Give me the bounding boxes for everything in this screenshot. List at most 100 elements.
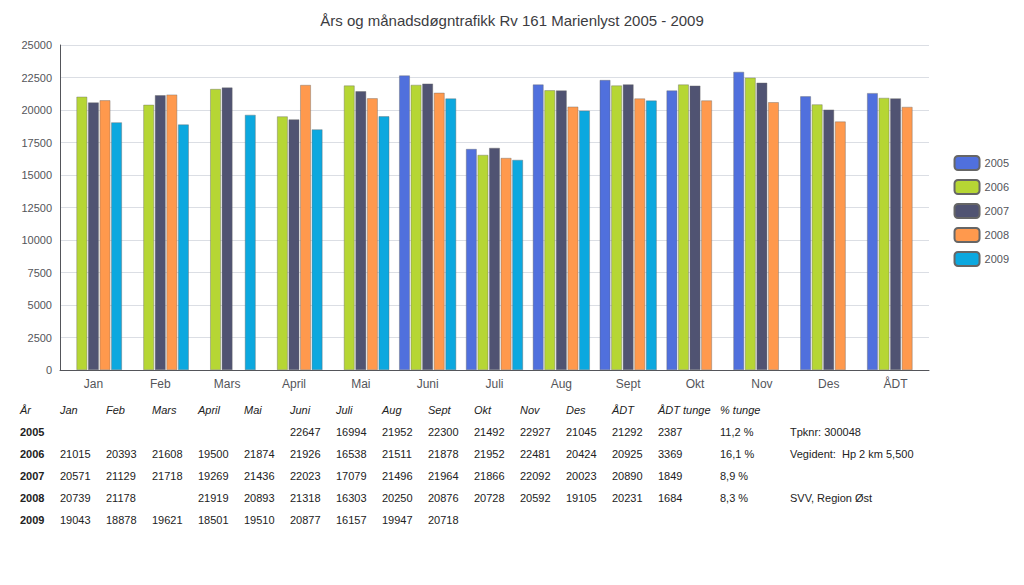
svg-text:21015: 21015 bbox=[60, 448, 91, 460]
svg-text:19105: 19105 bbox=[566, 492, 597, 504]
svg-text:22927: 22927 bbox=[520, 426, 551, 438]
svg-text:2009: 2009 bbox=[20, 514, 44, 526]
svg-text:19269: 19269 bbox=[198, 470, 229, 482]
svg-text:21964: 21964 bbox=[428, 470, 459, 482]
svg-text:Juli: Juli bbox=[335, 404, 353, 416]
svg-text:19621: 19621 bbox=[152, 514, 183, 526]
svg-text:20023: 20023 bbox=[566, 470, 597, 482]
svg-text:2007: 2007 bbox=[985, 205, 1009, 217]
svg-text:17500: 17500 bbox=[21, 137, 52, 149]
svg-text:2006: 2006 bbox=[20, 448, 44, 460]
svg-text:Feb: Feb bbox=[106, 404, 125, 416]
svg-text:20571: 20571 bbox=[60, 470, 91, 482]
svg-text:20592: 20592 bbox=[520, 492, 551, 504]
svg-text:21608: 21608 bbox=[152, 448, 183, 460]
svg-text:Mai: Mai bbox=[244, 404, 262, 416]
svg-text:16538: 16538 bbox=[336, 448, 367, 460]
svg-text:21045: 21045 bbox=[566, 426, 597, 438]
svg-text:5000: 5000 bbox=[28, 299, 52, 311]
svg-text:21878: 21878 bbox=[428, 448, 459, 460]
svg-text:19043: 19043 bbox=[60, 514, 91, 526]
svg-text:Sept: Sept bbox=[616, 377, 641, 391]
svg-text:16157: 16157 bbox=[336, 514, 367, 526]
svg-text:April: April bbox=[197, 404, 221, 416]
svg-text:21718: 21718 bbox=[152, 470, 183, 482]
svg-text:21129: 21129 bbox=[106, 470, 136, 482]
svg-text:Mai: Mai bbox=[351, 377, 370, 391]
svg-text:21492: 21492 bbox=[474, 426, 505, 438]
svg-text:Jan: Jan bbox=[84, 377, 103, 391]
svg-text:10000: 10000 bbox=[21, 234, 52, 246]
svg-text:19510: 19510 bbox=[244, 514, 275, 526]
svg-text:21292: 21292 bbox=[612, 426, 643, 438]
svg-text:21511: 21511 bbox=[382, 448, 412, 460]
svg-text:18501: 18501 bbox=[198, 514, 229, 526]
svg-text:7500: 7500 bbox=[28, 267, 52, 279]
svg-text:21952: 21952 bbox=[382, 426, 413, 438]
svg-text:16303: 16303 bbox=[336, 492, 367, 504]
svg-text:Des: Des bbox=[566, 404, 586, 416]
svg-text:25000: 25000 bbox=[21, 39, 52, 51]
svg-text:Mars: Mars bbox=[214, 377, 241, 391]
svg-text:1684: 1684 bbox=[658, 492, 682, 504]
svg-text:21178: 21178 bbox=[106, 492, 136, 504]
svg-text:17079: 17079 bbox=[336, 470, 367, 482]
svg-text:2007: 2007 bbox=[20, 470, 44, 482]
svg-text:2500: 2500 bbox=[28, 332, 52, 344]
svg-text:% tunge: % tunge bbox=[720, 404, 760, 416]
svg-text:8,9 %: 8,9 % bbox=[720, 470, 748, 482]
svg-text:1849: 1849 bbox=[658, 470, 682, 482]
svg-text:21919: 21919 bbox=[198, 492, 229, 504]
svg-text:12500: 12500 bbox=[21, 202, 52, 214]
svg-text:22300: 22300 bbox=[428, 426, 459, 438]
svg-text:2005: 2005 bbox=[985, 157, 1009, 169]
svg-text:20424: 20424 bbox=[566, 448, 597, 460]
svg-text:21874: 21874 bbox=[244, 448, 275, 460]
svg-text:20728: 20728 bbox=[474, 492, 505, 504]
svg-text:April: April bbox=[282, 377, 306, 391]
svg-text:Års og månadsdøgntrafikk Rv 16: Års og månadsdøgntrafikk Rv 161 Marienly… bbox=[320, 12, 704, 29]
svg-text:19500: 19500 bbox=[198, 448, 229, 460]
svg-text:20393: 20393 bbox=[106, 448, 137, 460]
svg-text:Sept: Sept bbox=[428, 404, 452, 416]
svg-text:19947: 19947 bbox=[382, 514, 413, 526]
svg-text:Okt: Okt bbox=[686, 377, 705, 391]
svg-text:0: 0 bbox=[46, 364, 52, 376]
svg-text:ÅDT: ÅDT bbox=[884, 376, 909, 391]
svg-text:20877: 20877 bbox=[290, 514, 321, 526]
svg-text:20890: 20890 bbox=[612, 470, 643, 482]
svg-text:Feb: Feb bbox=[150, 377, 171, 391]
svg-text:21866: 21866 bbox=[474, 470, 505, 482]
svg-text:2387: 2387 bbox=[658, 426, 682, 438]
svg-text:2008: 2008 bbox=[985, 229, 1009, 241]
svg-text:Des: Des bbox=[818, 377, 839, 391]
svg-text:Tpknr: 300048: Tpknr: 300048 bbox=[790, 426, 861, 438]
svg-text:20876: 20876 bbox=[428, 492, 459, 504]
svg-text:11,2 %: 11,2 % bbox=[720, 426, 754, 438]
svg-text:20250: 20250 bbox=[382, 492, 413, 504]
svg-text:Aug: Aug bbox=[551, 377, 572, 391]
svg-text:22500: 22500 bbox=[21, 72, 52, 84]
svg-text:ÅDT tunge: ÅDT tunge bbox=[657, 404, 711, 416]
svg-text:20231: 20231 bbox=[612, 492, 643, 504]
svg-text:22481: 22481 bbox=[520, 448, 551, 460]
svg-text:Juni: Juni bbox=[289, 404, 311, 416]
svg-text:22023: 22023 bbox=[290, 470, 321, 482]
svg-text:21952: 21952 bbox=[474, 448, 505, 460]
svg-text:2006: 2006 bbox=[985, 181, 1009, 193]
svg-text:Juni: Juni bbox=[417, 377, 439, 391]
svg-text:Mars: Mars bbox=[152, 404, 177, 416]
svg-text:8,3 %: 8,3 % bbox=[720, 492, 748, 504]
svg-text:21496: 21496 bbox=[382, 470, 413, 482]
svg-text:20000: 20000 bbox=[21, 104, 52, 116]
svg-text:21926: 21926 bbox=[290, 448, 321, 460]
svg-text:Okt: Okt bbox=[474, 404, 492, 416]
svg-text:20893: 20893 bbox=[244, 492, 275, 504]
svg-text:16994: 16994 bbox=[336, 426, 367, 438]
svg-text:SVV, Region Øst: SVV, Region Øst bbox=[790, 492, 872, 504]
svg-text:3369: 3369 bbox=[658, 448, 682, 460]
svg-text:2008: 2008 bbox=[20, 492, 44, 504]
svg-text:Jan: Jan bbox=[59, 404, 78, 416]
svg-text:15000: 15000 bbox=[21, 169, 52, 181]
svg-text:20925: 20925 bbox=[612, 448, 643, 460]
